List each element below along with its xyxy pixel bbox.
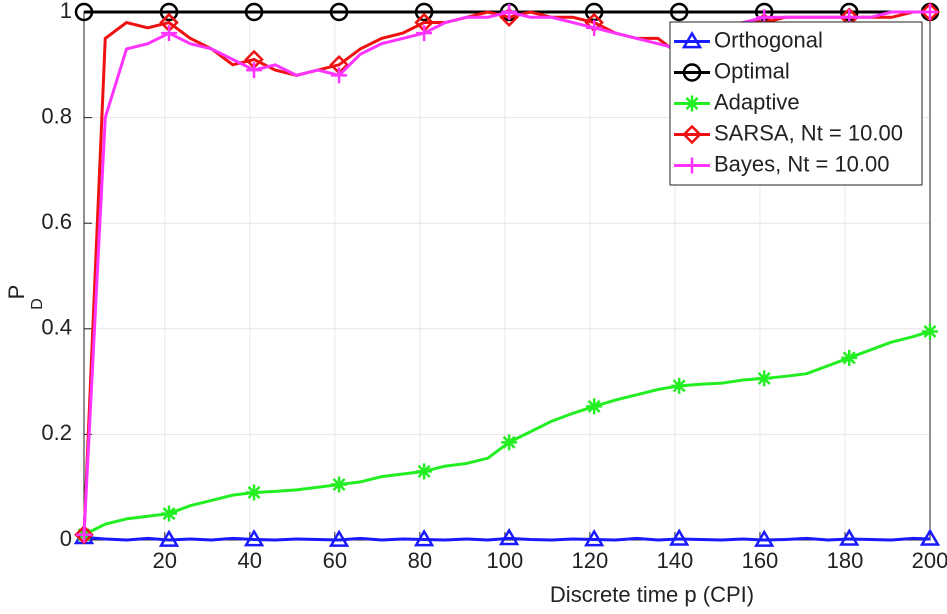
marker <box>413 529 435 547</box>
legend-label: Adaptive <box>714 89 800 114</box>
y-tick-label: 0.6 <box>41 209 72 234</box>
marker <box>76 526 92 543</box>
legend-box <box>669 21 923 186</box>
marker <box>159 2 179 22</box>
legend-label: Orthogonal <box>714 27 823 52</box>
marker <box>669 2 689 22</box>
y-tick-label: 0.8 <box>41 103 72 128</box>
y-tick-label: 1 <box>60 0 72 23</box>
marker <box>329 2 349 22</box>
x-tick-label: 160 <box>742 548 779 573</box>
marker <box>756 370 773 387</box>
series-line <box>83 330 931 537</box>
y-axis-label-sub: D <box>29 298 46 310</box>
y-axis-label: P D <box>4 285 46 310</box>
x-tick-label: 60 <box>323 548 347 573</box>
legend: Orthogonal Optimal Adaptive SARSA, Nt = 10.… <box>669 21 923 186</box>
marker <box>501 4 518 20</box>
marker <box>161 25 178 42</box>
marker <box>668 528 690 546</box>
marker <box>754 529 775 547</box>
y-tick-label: 0 <box>60 526 72 551</box>
x-tick-label: 200 <box>912 548 947 573</box>
x-tick-label: 80 <box>408 548 432 573</box>
y-tick-label: 0.2 <box>41 420 72 445</box>
series-line <box>83 535 931 542</box>
marker <box>414 2 434 22</box>
legend-label: Optimal <box>714 58 790 83</box>
marker <box>246 484 263 501</box>
legend-label: SARSA, Nt = 10.00 <box>714 120 903 145</box>
marker <box>839 528 860 546</box>
y-tick-label: 0.4 <box>41 315 72 340</box>
x-axis-label: Discrete time p (CPI) <box>550 582 754 607</box>
marker <box>498 527 520 546</box>
marker <box>328 529 350 547</box>
marker <box>586 19 603 36</box>
x-tick-label: 140 <box>657 548 694 573</box>
marker <box>244 2 264 22</box>
legend-marker <box>684 95 700 112</box>
marker <box>922 4 938 20</box>
x-tick-label: 40 <box>238 548 262 573</box>
legend-marker <box>684 157 700 174</box>
marker <box>671 377 688 394</box>
marker <box>841 349 858 366</box>
legend-marker <box>682 124 702 145</box>
marker <box>922 323 938 340</box>
marker <box>246 62 263 79</box>
marker <box>919 528 941 546</box>
legend-label: Bayes, Nt = 10.00 <box>714 151 890 176</box>
marker <box>243 529 265 547</box>
marker <box>586 398 603 415</box>
marker <box>74 2 94 22</box>
marker <box>331 67 348 84</box>
marker <box>158 529 180 547</box>
marker <box>161 505 178 522</box>
marker <box>416 25 433 42</box>
x-tick-label: 100 <box>487 548 524 573</box>
marker <box>583 529 605 547</box>
legend-marker <box>682 63 702 82</box>
x-tick-label: 180 <box>827 548 864 573</box>
x-tick-label: 120 <box>572 548 609 573</box>
y-axis-label-main: P <box>4 285 29 300</box>
marker <box>501 434 518 451</box>
x-tick-label: 20 <box>153 548 177 573</box>
marker <box>416 463 433 480</box>
legend-marker <box>681 31 703 49</box>
marker <box>331 476 348 493</box>
